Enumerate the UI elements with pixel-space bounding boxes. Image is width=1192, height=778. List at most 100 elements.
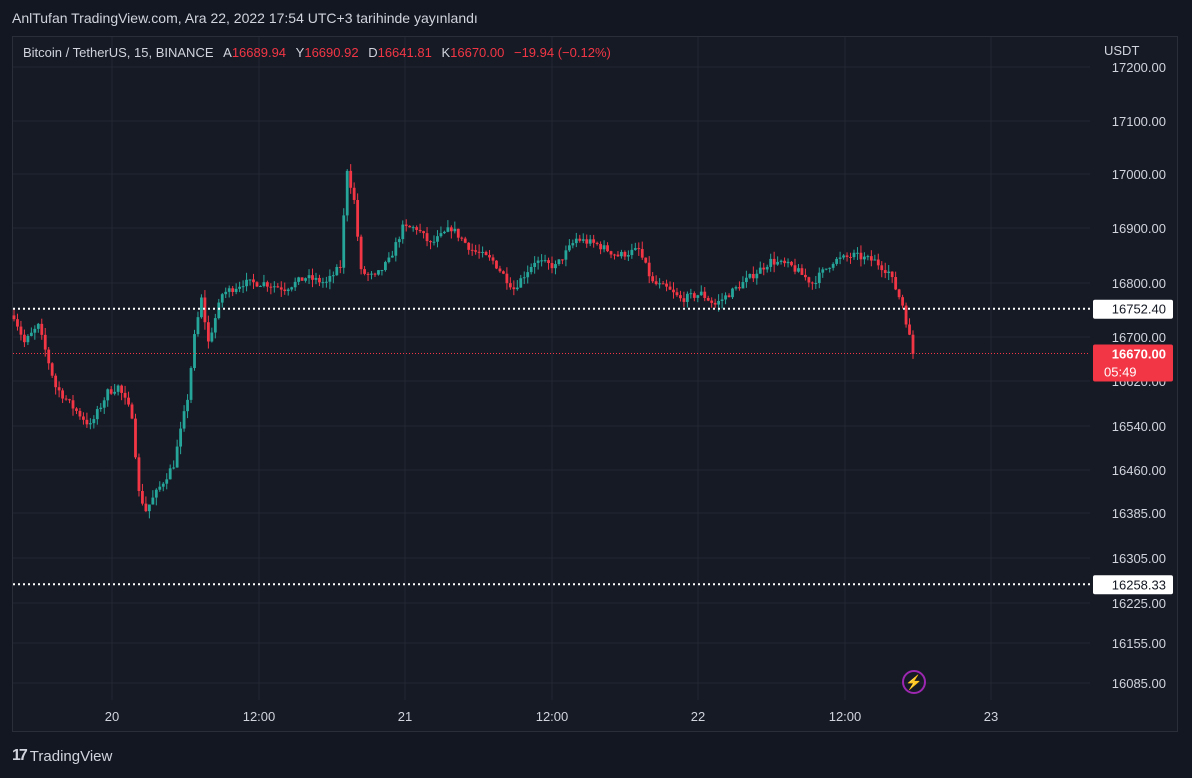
- candle-body: [609, 251, 613, 255]
- candle-body: [297, 277, 301, 282]
- lightning-icon[interactable]: ⚡: [902, 670, 926, 694]
- change-value: −19.94 (−0.12%): [513, 45, 611, 60]
- candle-body: [803, 274, 807, 278]
- candle-body: [134, 418, 137, 458]
- candle-body: [196, 317, 200, 335]
- candle-body: [12, 315, 16, 320]
- candle-body: [783, 260, 786, 264]
- candle-body: [213, 318, 217, 333]
- candle-body: [432, 241, 436, 243]
- candle-body: [311, 275, 314, 280]
- candle-body: [502, 271, 505, 274]
- candle-body: [484, 251, 488, 256]
- candle-body: [647, 262, 651, 277]
- tradingview-logo-icon: 17: [12, 747, 28, 764]
- candle-body: [335, 266, 339, 276]
- candle-body: [793, 265, 797, 272]
- candle-body: [422, 231, 425, 234]
- currency-label[interactable]: USDT: [1104, 43, 1140, 58]
- candle-body: [720, 299, 724, 301]
- candle-body: [331, 275, 335, 277]
- candle-body: [731, 288, 734, 298]
- low-label: D: [368, 45, 378, 60]
- candle-body: [606, 245, 609, 252]
- candle-body: [713, 302, 717, 305]
- candle-body: [439, 233, 443, 237]
- candle-body: [505, 273, 509, 284]
- candle-body: [61, 390, 64, 399]
- candle-body: [300, 277, 304, 281]
- candle-body: [397, 239, 401, 243]
- candle-body: [585, 239, 589, 244]
- candle-body: [446, 227, 450, 232]
- last-price-label: 16670.00: [1112, 347, 1166, 362]
- candle-body: [894, 277, 898, 290]
- candle-body: [158, 486, 162, 490]
- candle-body: [449, 227, 453, 232]
- candle-body: [418, 229, 422, 232]
- candle-body: [561, 259, 564, 261]
- price-tick-label: 17200.00: [1112, 60, 1166, 75]
- level-price-tag: [1093, 575, 1173, 595]
- price-tick-label: 16225.00: [1112, 596, 1166, 611]
- candle-body: [876, 259, 880, 266]
- candle-body: [512, 287, 516, 290]
- candle-body: [863, 256, 866, 260]
- candle-body: [429, 241, 432, 243]
- candle-body: [120, 385, 124, 393]
- candle-body: [790, 261, 793, 266]
- candle-body: [283, 289, 287, 292]
- candle-body: [810, 282, 814, 284]
- ohlc-legend: Bitcoin / TetherUS, 15, BINANCE A16689.9…: [23, 45, 611, 60]
- candle-body: [238, 286, 242, 289]
- candle-body: [727, 295, 731, 298]
- candle-body: [102, 400, 106, 408]
- candle-body: [869, 256, 873, 261]
- candle-body: [78, 410, 82, 417]
- candle-body: [873, 259, 877, 261]
- symbol-title[interactable]: Bitcoin / TetherUS, 15, BINANCE: [23, 45, 214, 60]
- candle-body: [175, 446, 179, 468]
- candle-body: [460, 237, 464, 239]
- candle-body: [536, 260, 540, 263]
- candle-body: [456, 228, 460, 238]
- candle-body: [529, 266, 533, 273]
- candle-body: [165, 479, 169, 484]
- candle-body: [751, 274, 755, 279]
- candle-body: [470, 249, 474, 251]
- candle-body: [328, 275, 332, 282]
- candle-body: [852, 252, 856, 258]
- candle-body: [384, 262, 387, 271]
- close-value: 16670.00: [450, 45, 505, 60]
- candle-body: [779, 260, 783, 262]
- candle-body: [463, 238, 467, 243]
- price-tick-label: 16800.00: [1112, 276, 1166, 291]
- price-tick-label: 16540.00: [1112, 419, 1166, 434]
- candle-body: [272, 286, 276, 288]
- candle-body: [911, 334, 915, 354]
- candle-body: [16, 319, 19, 327]
- level-price-tag: [1093, 299, 1173, 319]
- low-value: 16641.81: [377, 45, 432, 60]
- candle-body: [880, 265, 884, 271]
- candle-body: [217, 302, 221, 319]
- candle-body: [543, 260, 547, 262]
- candle-body: [550, 263, 554, 269]
- candle-body: [665, 283, 668, 287]
- candle-body: [259, 285, 262, 287]
- candle-body: [245, 279, 248, 287]
- price-tick-label: 16385.00: [1112, 506, 1166, 521]
- candle-body: [293, 281, 297, 288]
- candle-body: [123, 392, 127, 398]
- chart-panel[interactable]: [12, 36, 1178, 732]
- candle-body: [477, 251, 481, 253]
- candle-body: [744, 277, 748, 283]
- price-tick-label: 16155.00: [1112, 636, 1166, 651]
- candle-body: [57, 387, 61, 391]
- candle-body: [741, 282, 745, 289]
- candle-body: [540, 260, 543, 262]
- candle-body: [366, 273, 370, 275]
- candle-body: [679, 295, 682, 299]
- candle-body: [307, 275, 311, 279]
